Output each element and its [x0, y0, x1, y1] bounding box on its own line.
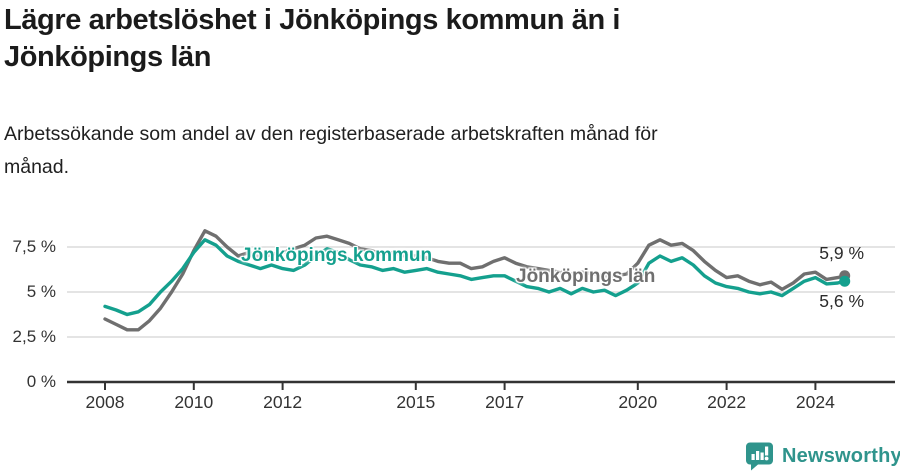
x-axis-ticks — [104, 383, 817, 390]
x-tick-label: 2017 — [485, 392, 525, 412]
y-tick-label: 7,5 % — [12, 237, 56, 256]
series-endpoint-kommun — [839, 275, 851, 287]
chart-subtitle: Arbetssökande som andel av den registerb… — [4, 118, 864, 184]
series-label-kommun: Jönköpings kommun — [241, 245, 433, 266]
y-tick-label: 2,5 % — [12, 327, 56, 346]
newsworthy-icon — [746, 442, 773, 470]
newsworthy-wordmark: Newsworthy — [782, 444, 900, 467]
chart-subtitle-line2: månad. — [4, 156, 70, 178]
chart-title-line2: Jönköpings län — [4, 41, 212, 73]
chart-subtitle-line1: Arbetssökande som andel av den registerb… — [4, 123, 658, 145]
newsworthy-logo: Newsworthy — [744, 440, 900, 472]
series-line-lan — [103, 229, 847, 332]
x-tick-label: 2015 — [396, 392, 436, 412]
y-tick-label: 0 % — [26, 372, 56, 391]
end-value-label-kommun: 5,6 % — [819, 291, 864, 311]
end-value-label-lan: 5,9 % — [819, 243, 864, 263]
chart-title-line1: Lägre arbetslöshet i Jönköpings kommun ä… — [4, 4, 621, 36]
y-tick-label: 5 % — [26, 282, 56, 301]
x-tick-label: 2008 — [85, 392, 125, 412]
x-tick-label: 2012 — [263, 392, 303, 412]
x-tick-label: 2024 — [795, 392, 835, 412]
chart-title: Lägre arbetslöshet i Jönköpings kommun ä… — [4, 2, 864, 76]
series-label-lan: Jönköpings län — [516, 266, 656, 287]
series-line-kommun — [103, 238, 847, 317]
x-tick-label: 2022 — [707, 392, 747, 412]
x-tick-label: 2020 — [618, 392, 658, 412]
x-tick-label: 2010 — [174, 392, 214, 412]
